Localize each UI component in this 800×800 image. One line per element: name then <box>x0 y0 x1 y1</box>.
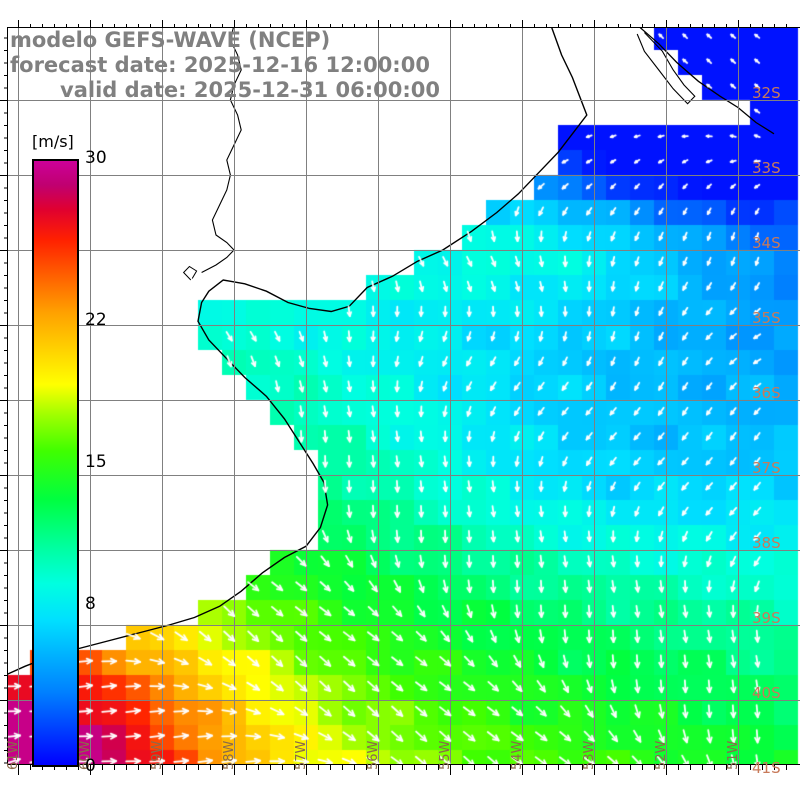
colorbar-tick-8: 8 <box>85 593 96 614</box>
colorbar-tick-22: 22 <box>85 310 107 331</box>
frame-border-left <box>7 27 8 765</box>
colorbar-tick-0: 0 <box>85 756 96 776</box>
wind-direction-arrows <box>7 27 800 765</box>
colorbar-gradient <box>32 159 79 767</box>
frame-border-top <box>7 27 800 28</box>
frame-border-bottom <box>7 764 800 765</box>
axis-ruler-bottom <box>18 765 787 775</box>
colorbar-unit-label: [m/s] <box>32 132 74 151</box>
colorbar-tick-15: 15 <box>85 452 107 472</box>
map-plot-area <box>7 27 800 765</box>
colorbar-tick-30: 30 <box>85 148 107 168</box>
